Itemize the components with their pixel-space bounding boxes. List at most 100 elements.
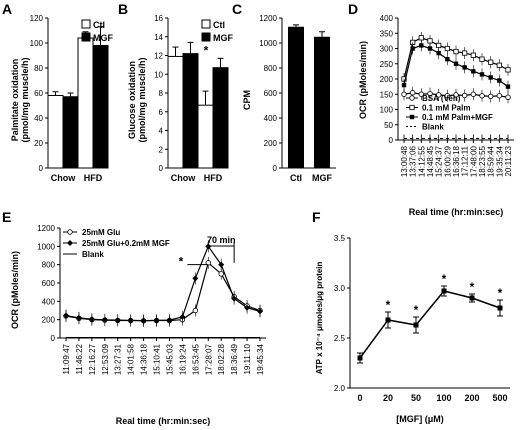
panel-e-point	[75, 314, 82, 321]
panel-e-x-tick-label: 16:53:45	[191, 343, 200, 375]
panel-d-x-tick-label: 20:11:23	[504, 145, 513, 176]
panel-e-x-tick-label: 12:16:27	[88, 343, 97, 375]
panel-e-y-tick-label: 800	[42, 261, 56, 270]
panel-a-y-tick-label: 20	[34, 139, 43, 148]
panel-e-point	[166, 317, 173, 324]
panel-d-point	[479, 56, 485, 62]
panel-b-legend-label: Ctl	[213, 20, 225, 30]
panel-b-bar	[167, 55, 184, 169]
panel-e-y-tick-label: 1000	[37, 242, 55, 251]
panel-e-y-label: OCR (pMoles/min)	[10, 251, 20, 329]
panel-a-legend-swatch	[81, 32, 91, 42]
panel-f-y-tick-label: 3.0	[334, 284, 346, 293]
panel-d-x-tick-label: 16:00:29	[443, 145, 452, 177]
panel-e-point	[101, 316, 108, 323]
panel-d-point	[471, 69, 476, 74]
panel-f-x-tick-label: 50	[411, 393, 421, 403]
panel-f-y-tick-label: 2.5	[334, 334, 346, 343]
panel-b-x-tick-label: HFD	[204, 173, 223, 183]
panel-d-x-tick-label: 14:48:45	[426, 145, 435, 177]
panel-f-significance: *	[414, 303, 419, 317]
panel-d-point	[505, 94, 511, 100]
panel-e-legend-label: Blank	[82, 250, 104, 259]
panel-e-significance: *	[179, 255, 184, 269]
panel-f-point	[413, 322, 419, 328]
panel-c-bar	[288, 26, 304, 168]
panel-d-point	[444, 45, 450, 52]
panel-b-y-tick-label: 0	[159, 164, 164, 173]
panel-d-y-tick-label: 200	[380, 75, 394, 84]
panel-d-point	[470, 91, 477, 97]
panel-d-x-tick-label: 17:48:00	[469, 145, 478, 177]
panel-e-point	[192, 307, 199, 314]
panel-d-point	[418, 91, 425, 97]
panel-d-point	[505, 67, 511, 73]
panel-d-point	[427, 46, 433, 51]
panel-a-x-tick-label: Chow	[51, 173, 76, 183]
panel-b-x-tick-label: Chow	[171, 173, 196, 183]
panel-b-y-tick-label: 4	[159, 127, 164, 136]
panel-d-point	[453, 48, 459, 55]
panel-b-y-tick-label: 16	[154, 14, 163, 23]
panel-a-y-tick-label: 100	[30, 39, 44, 48]
panel-d-point	[462, 50, 468, 56]
panel-b-y-label: Glucose oxidation(pmol/mg muscle/h)	[127, 57, 147, 142]
panel-label-d: D	[348, 1, 358, 17]
panel-f-point	[357, 355, 363, 361]
panel-d-point	[435, 92, 442, 98]
panel-d-y-tick-label: 350	[380, 29, 394, 38]
panel-c-y-tick-label: 0	[273, 164, 278, 173]
panel-d-point	[462, 65, 467, 70]
panel-a-y-tick-label: 60	[34, 89, 43, 98]
panel-e-point	[218, 261, 225, 268]
panel-d-point	[419, 43, 424, 48]
panel-a-legend-label: Ctl	[93, 20, 105, 30]
panel-b-significance: *	[204, 43, 209, 57]
panel-label-c: C	[232, 1, 242, 17]
panel-a-legend-swatch	[81, 19, 91, 29]
panel-a-y-tick-label: 80	[34, 64, 43, 73]
panel-e-x-tick-label: 17:28:07	[204, 343, 213, 375]
panel-e-point	[231, 295, 238, 302]
panel-f-y-label: ATP x 10⁻⁴ μmoles/μg protein	[315, 261, 324, 374]
panel-c-bar	[314, 36, 330, 168]
panel-d-point	[436, 42, 442, 49]
panel-d-point	[444, 93, 451, 99]
panel-d-point	[410, 46, 415, 51]
panel-f-x-label: [MGF] (μM)	[396, 414, 444, 424]
panel-e-x-tick-label: 11:09:47	[62, 343, 71, 374]
panel-d-point	[496, 62, 502, 68]
panel-a-x-tick-label: HFD	[84, 173, 103, 183]
panel-b-bar	[212, 67, 229, 169]
panel-e-point	[218, 271, 224, 277]
panel-e-point	[257, 308, 263, 315]
panel-d-point	[479, 93, 485, 99]
panel-f-point	[469, 295, 475, 301]
panel-f-x-tick-label: 500	[492, 393, 507, 403]
panel-d-x-tick-label: 19:35:34	[495, 145, 504, 177]
panel-e-x-tick-label: 18:36:49	[230, 343, 239, 375]
panel-e-x-tick-label: 18:02:28	[217, 343, 226, 375]
panel-c-x-tick-label: MGF	[312, 173, 332, 183]
panel-a-bar	[62, 96, 79, 169]
panel-d-point	[497, 78, 502, 83]
panel-d-y-tick-label: 300	[380, 45, 394, 54]
panel-b-bar	[182, 53, 199, 169]
panel-a-legend-label: MGF	[93, 33, 113, 43]
panel-e-point	[88, 316, 95, 323]
panel-d-point	[496, 93, 503, 99]
panel-d-point	[427, 38, 433, 44]
panel-e-point	[153, 317, 160, 324]
panel-d-y-tick-label: 50	[384, 121, 393, 130]
panel-f-significance: *	[442, 272, 447, 286]
panel-d-point	[453, 61, 459, 66]
panel-d-x-tick-label: 14:12:55	[417, 145, 426, 177]
panel-b-y-tick-label: 2	[159, 145, 164, 154]
panel-d-point	[409, 90, 416, 96]
panel-f-point	[497, 305, 503, 311]
panel-c-x-tick-label: Ctl	[290, 173, 302, 183]
panel-b-legend-label: MGF	[213, 33, 233, 43]
panel-label-b: B	[118, 1, 128, 17]
panel-b-y-tick-label: 10	[154, 70, 163, 79]
panel-c-y-tick-label: 200	[264, 139, 278, 148]
